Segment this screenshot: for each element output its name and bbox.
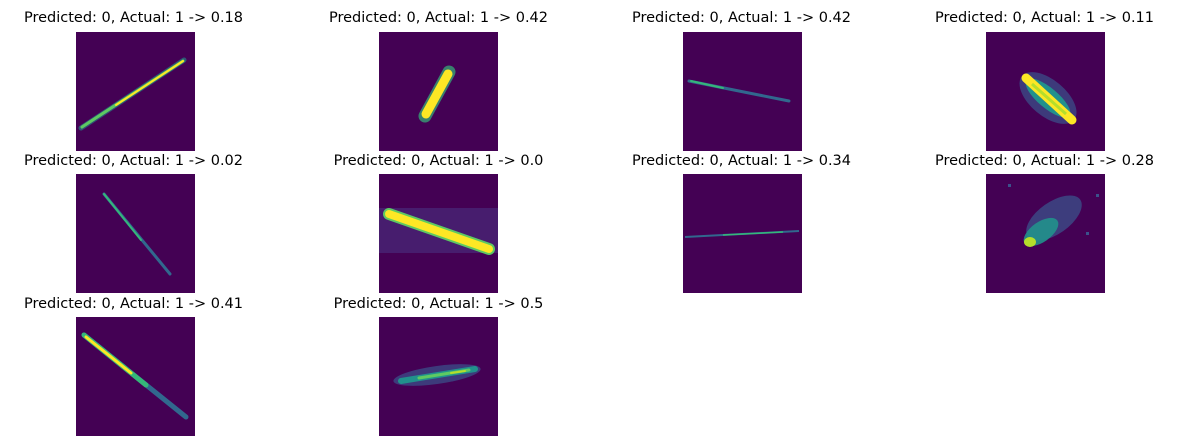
panel-title: Predicted: 0, Actual: 1 -> 0.18 [23,10,244,26]
panel-title: Predicted: 0, Actual: 1 -> 0.41 [23,296,244,312]
streak-image [683,32,802,151]
panel-title: Predicted: 0, Actual: 1 -> 0.34 [631,153,852,169]
streak-image [76,317,195,436]
panel-title: Predicted: 0, Actual: 1 -> 0.28 [934,153,1155,169]
panel-title: Predicted: 0, Actual: 1 -> 0.5 [333,296,544,312]
panel-title: Predicted: 0, Actual: 1 -> 0.42 [328,10,549,26]
streak-image [379,32,498,151]
panel-title: Predicted: 0, Actual: 1 -> 0.11 [934,10,1155,26]
streak-image [379,317,498,436]
panel-title: Predicted: 0, Actual: 1 -> 0.42 [631,10,852,26]
streak-image [683,174,802,293]
streak-image [379,174,498,293]
panel-title: Predicted: 0, Actual: 1 -> 0.0 [333,153,544,169]
streak-image [76,174,195,293]
streak-image [986,174,1105,293]
streak-image [76,32,195,151]
streak-image [986,32,1105,151]
panel-title: Predicted: 0, Actual: 1 -> 0.02 [23,153,244,169]
